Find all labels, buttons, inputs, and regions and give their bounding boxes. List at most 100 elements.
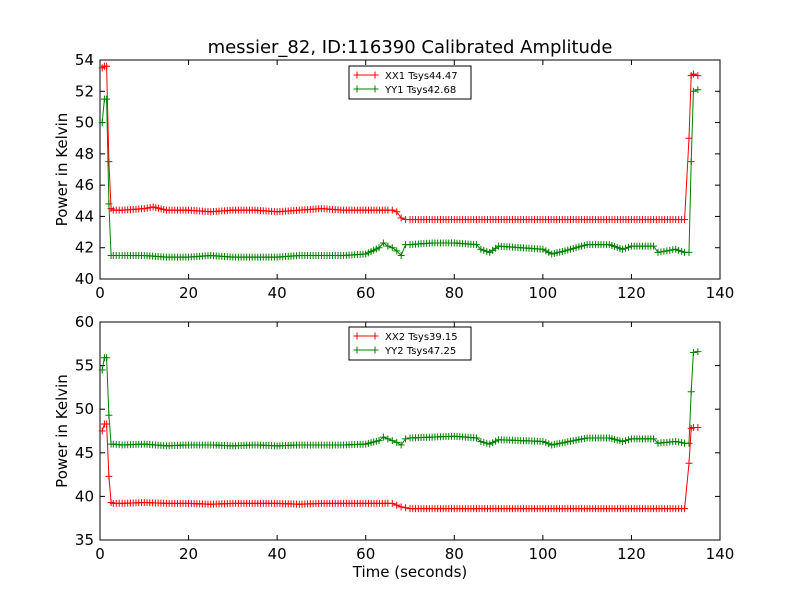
data-point-marker bbox=[483, 247, 491, 255]
data-point-marker bbox=[689, 70, 697, 78]
legend: XX2 Tsys39.15 YY2 Tsys47.25 bbox=[348, 326, 472, 361]
data-point-marker bbox=[650, 435, 658, 443]
data-point-marker bbox=[539, 245, 547, 253]
data-point-marker bbox=[480, 246, 488, 254]
data-point-marker bbox=[393, 208, 401, 216]
series-1 bbox=[98, 420, 702, 513]
data-point-marker bbox=[98, 366, 106, 374]
data-point-marker bbox=[384, 435, 392, 443]
data-point-marker bbox=[472, 241, 480, 249]
data-point-marker bbox=[650, 242, 658, 250]
data-point-marker bbox=[663, 247, 671, 255]
data-point-marker bbox=[492, 437, 500, 445]
legend-marker bbox=[353, 85, 361, 93]
data-point-marker bbox=[654, 248, 662, 256]
data-point-marker bbox=[678, 247, 686, 255]
data-point-marker bbox=[622, 244, 630, 252]
data-point-marker bbox=[379, 433, 387, 441]
legend: XX1 Tsys44.47 YY1 Tsys42.68 bbox=[348, 65, 472, 100]
legend-marker bbox=[371, 71, 379, 79]
y-axis-label: Power in Kelvin bbox=[53, 113, 71, 227]
data-point-marker bbox=[375, 244, 383, 252]
x-axis-label: Time (seconds) bbox=[352, 563, 468, 581]
data-point-marker bbox=[685, 439, 693, 447]
legend-box bbox=[348, 65, 472, 100]
x-tick-label: 140 bbox=[706, 545, 735, 563]
series-1 bbox=[98, 62, 702, 224]
legend-label: XX2 Tsys39.15 bbox=[385, 332, 458, 343]
data-point-marker bbox=[105, 158, 113, 166]
x-tick-label: 140 bbox=[706, 284, 735, 302]
data-point-marker bbox=[685, 459, 693, 467]
data-point-marker bbox=[694, 348, 702, 356]
data-point-marker bbox=[622, 437, 630, 445]
legend-marker bbox=[371, 332, 379, 340]
data-point-marker bbox=[388, 244, 396, 252]
y-tick-label: 46 bbox=[75, 176, 94, 194]
data-point-marker bbox=[477, 437, 485, 445]
data-point-marker bbox=[140, 205, 148, 213]
data-point-marker bbox=[660, 247, 668, 255]
y-tick-label: 54 bbox=[75, 51, 94, 69]
x-tick-label: 40 bbox=[268, 284, 287, 302]
data-point-marker bbox=[384, 242, 392, 250]
x-tick-label: 120 bbox=[617, 545, 646, 563]
data-point-marker bbox=[472, 434, 480, 442]
series-2 bbox=[98, 348, 702, 450]
data-point-marker bbox=[105, 472, 113, 480]
x-tick-label: 80 bbox=[445, 284, 464, 302]
data-point-marker bbox=[669, 246, 677, 254]
data-point-marker bbox=[143, 204, 151, 212]
data-point-marker bbox=[397, 252, 405, 260]
data-point-marker bbox=[539, 437, 547, 445]
legend-marker bbox=[353, 346, 361, 354]
y-tick-label: 52 bbox=[75, 82, 94, 100]
data-point-marker bbox=[103, 354, 111, 362]
x-tick-label: 60 bbox=[356, 545, 375, 563]
data-point-marker bbox=[542, 439, 550, 447]
data-point-marker bbox=[103, 95, 111, 103]
data-point-marker bbox=[397, 441, 405, 449]
data-point-marker bbox=[672, 245, 680, 253]
data-point-marker bbox=[666, 246, 674, 254]
y-tick-label: 40 bbox=[75, 487, 94, 505]
legend-marker bbox=[371, 346, 379, 354]
legend-label: XX1 Tsys44.47 bbox=[385, 71, 458, 82]
data-point-marker bbox=[397, 214, 405, 222]
x-tick-label: 100 bbox=[529, 545, 558, 563]
data-point-marker bbox=[103, 62, 111, 70]
data-point-marker bbox=[685, 134, 693, 142]
y-tick-label: 50 bbox=[75, 114, 94, 132]
data-point-marker bbox=[98, 119, 106, 127]
data-point-marker bbox=[694, 86, 702, 94]
y-tick-label: 44 bbox=[75, 207, 94, 225]
data-point-marker bbox=[624, 436, 632, 444]
data-point-marker bbox=[402, 504, 410, 512]
data-point-marker bbox=[689, 87, 697, 95]
y-tick-label: 42 bbox=[75, 239, 94, 257]
x-tick-label: 120 bbox=[617, 284, 646, 302]
data-point-marker bbox=[393, 501, 401, 509]
x-tick-label: 60 bbox=[356, 284, 375, 302]
y-tick-label: 50 bbox=[75, 400, 94, 418]
data-point-marker bbox=[619, 245, 627, 253]
x-tick-label: 40 bbox=[268, 545, 287, 563]
data-point-marker bbox=[678, 439, 686, 447]
data-point-marker bbox=[480, 438, 488, 446]
legend-marker bbox=[353, 71, 361, 79]
y-tick-label: 48 bbox=[75, 145, 94, 163]
data-point-marker bbox=[694, 424, 702, 432]
y-tick-label: 45 bbox=[75, 444, 94, 462]
data-point-marker bbox=[397, 503, 405, 511]
x-tick-label: 20 bbox=[179, 284, 198, 302]
x-tick-label: 100 bbox=[529, 284, 558, 302]
data-point-marker bbox=[105, 411, 113, 419]
data-point-marker bbox=[545, 248, 553, 256]
data-point-marker bbox=[388, 437, 396, 445]
data-point-marker bbox=[687, 158, 695, 166]
data-point-marker bbox=[105, 200, 113, 208]
data-point-marker bbox=[687, 388, 695, 396]
data-point-marker bbox=[545, 440, 553, 448]
data-point-marker bbox=[388, 499, 396, 507]
